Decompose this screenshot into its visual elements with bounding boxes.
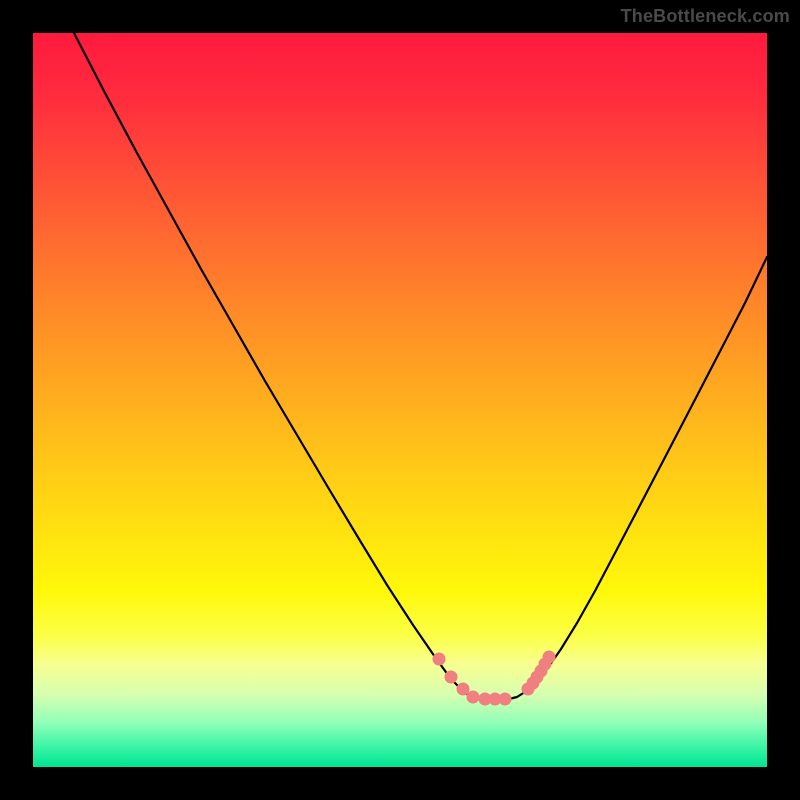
marker-dot — [467, 691, 479, 703]
marker-dot — [433, 653, 445, 665]
marker-dot — [543, 651, 555, 663]
marker-dot — [499, 693, 511, 705]
marker-dot — [457, 683, 469, 695]
marker-dot — [445, 671, 457, 683]
chart-frame: TheBottleneck.com — [0, 0, 800, 800]
watermark-text: TheBottleneck.com — [621, 6, 790, 27]
plot-svg — [33, 33, 767, 767]
plot-area — [33, 33, 767, 767]
plot-background — [33, 33, 767, 767]
